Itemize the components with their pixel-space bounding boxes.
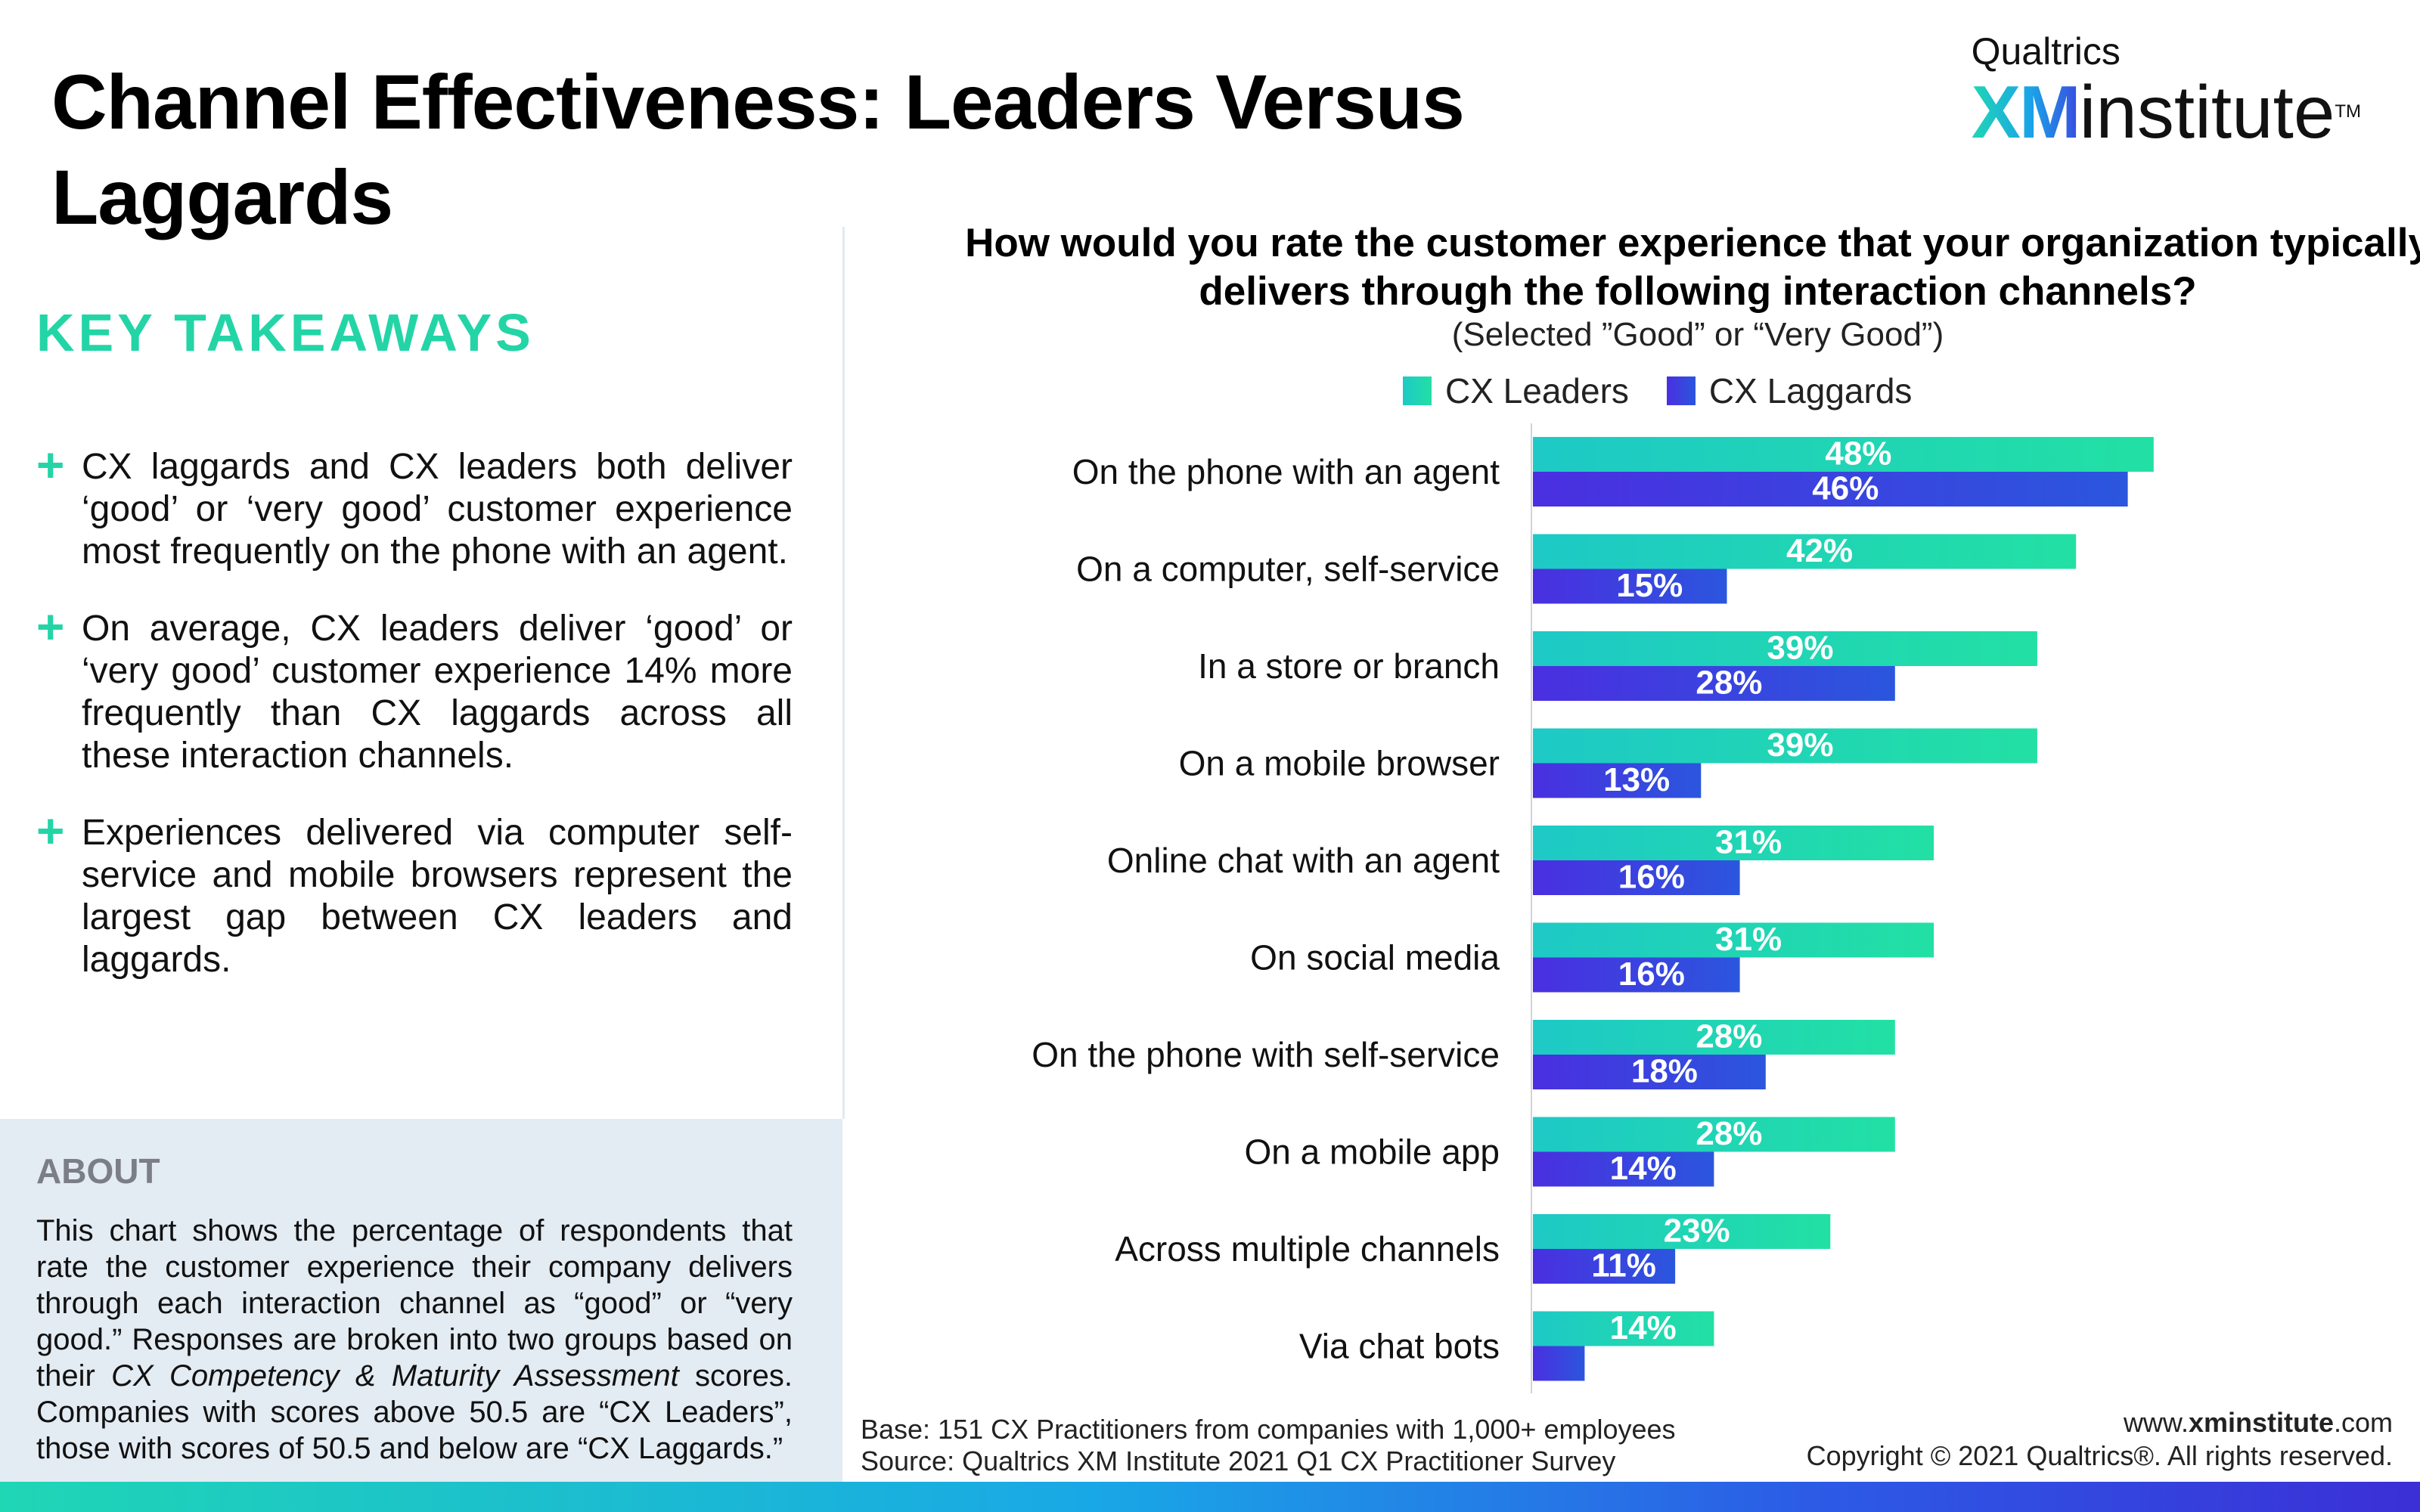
chart-legend: CX Leaders CX Laggards: [1403, 370, 1950, 411]
data-label-leaders: 31%: [1715, 824, 1782, 861]
data-label-laggards: 14%: [1610, 1150, 1677, 1187]
data-label-leaders: 23%: [1664, 1213, 1730, 1250]
legend-swatch-laggards: [1666, 376, 1696, 405]
data-label-leaders: 14%: [1610, 1309, 1677, 1346]
bottom-gradient-bar: [0, 1482, 2420, 1512]
about-panel: ABOUT This chart shows the percentage of…: [0, 1119, 842, 1482]
category-label: Across multiple channels: [1115, 1229, 1500, 1269]
bar-leaders: [1533, 1020, 1895, 1055]
footer-source: Source: Qualtrics XM Institute 2021 Q1 C…: [861, 1445, 1616, 1476]
bar-leaders: [1533, 728, 2037, 764]
bar-leaders: [1533, 437, 2154, 472]
about-text: This chart shows the percentage of respo…: [36, 1213, 793, 1467]
category-label: Via chat bots: [1299, 1327, 1500, 1366]
bar-laggards: [1533, 860, 1740, 895]
logo-institute-text: institute: [2079, 70, 2335, 153]
bar-laggards: [1533, 1346, 1585, 1381]
logo-qualtrics-text: Qualtrics: [1971, 30, 2121, 73]
chart-subtitle: (Selected ”Good” or “Very Good”): [1451, 316, 1944, 353]
takeaway-item: + Experiences delivered via computer sel…: [36, 804, 793, 981]
website-name: xminstitute: [2188, 1407, 2334, 1438]
bar-laggards: [1533, 1249, 1676, 1284]
legend-label-laggards: CX Laggards: [1708, 371, 1913, 411]
bar-laggards: [1533, 1055, 1766, 1089]
data-label-leaders: 42%: [1786, 532, 1853, 569]
data-label-laggards: 11%: [1591, 1247, 1656, 1284]
category-label: In a store or branch: [1198, 646, 1500, 686]
legend-swatch-leaders: [1403, 376, 1432, 405]
bar-leaders: [1533, 534, 2077, 569]
footer-base: Base: 151 CX Practitioners from companie…: [861, 1414, 1676, 1445]
legend-item-leaders: CX Leaders: [1403, 370, 1629, 411]
takeaways-list: + CX laggards and CX leaders both delive…: [36, 438, 793, 1016]
data-label-laggards: 13%: [1603, 761, 1670, 798]
plus-icon: +: [36, 438, 65, 492]
bar-leaders: [1533, 1214, 1831, 1249]
page-title: Channel Effectiveness: Leaders Versus La…: [51, 59, 1465, 240]
data-label-leaders: 31%: [1715, 921, 1782, 958]
category-label: Online chat with an agent: [1107, 841, 1500, 880]
category-label: On the phone with an agent: [1072, 452, 1500, 491]
data-label-laggards: 46%: [1812, 470, 1879, 507]
bar-leaders: [1533, 1117, 1895, 1152]
takeaway-text: Experiences delivered via computer self-…: [82, 813, 793, 980]
data-label-laggards: 16%: [1618, 956, 1685, 993]
category-label: On social media: [1250, 938, 1500, 978]
footer-credits: www.xminstitute.com Copyright © 2021 Qua…: [1807, 1406, 2393, 1473]
footer-notes: Base: 151 CX Practitioners from companie…: [861, 1414, 1676, 1477]
bar-laggards: [1533, 957, 1740, 993]
bar-leaders: [1533, 922, 1934, 958]
data-label-leaders: 28%: [1696, 1115, 1762, 1152]
logo-tm-mark: TM: [2335, 101, 2361, 122]
bar-laggards: [1533, 763, 1702, 798]
bar-leaders: [1533, 631, 2037, 666]
bar-leaders: [1533, 1311, 1714, 1346]
data-label-laggards: 18%: [1631, 1053, 1698, 1090]
takeaway-item: + On average, CX leaders deliver ‘good’ …: [36, 600, 793, 777]
about-text-italic: CX Competency & Maturity Assessment: [111, 1359, 679, 1393]
bar-laggards: [1533, 569, 1727, 604]
data-label-leaders: 39%: [1767, 727, 1833, 764]
bar-chart: On the phone with an agent 48%46% On a com…: [1032, 423, 2154, 1393]
bar-laggards: [1533, 1151, 1714, 1187]
plus-icon: +: [36, 600, 65, 654]
bar-laggards: [1533, 666, 1895, 701]
takeaway-item: + CX laggards and CX leaders both delive…: [36, 438, 793, 573]
logo-wordmark: XMinstituteTM: [1972, 74, 2361, 150]
logo-xm-text: XM: [1971, 70, 2081, 153]
data-label-laggards: 15%: [1616, 567, 1683, 604]
bar-leaders: [1533, 826, 1934, 860]
bar-laggards: [1533, 472, 2128, 507]
footer-website[interactable]: www.xminstitute.com: [1807, 1406, 2393, 1439]
key-takeaways-heading: KEY TAKEAWAYS: [36, 303, 535, 362]
vertical-divider: [842, 227, 845, 1119]
legend-item-laggards: CX Laggards: [1666, 370, 1913, 411]
data-label-laggards: 28%: [1696, 665, 1762, 702]
category-label: On a mobile browser: [1179, 744, 1500, 783]
category-label: On the phone with self-service: [1032, 1035, 1500, 1074]
data-label-leaders: 28%: [1696, 1018, 1762, 1055]
about-text-part-1: This chart shows the percentage of respo…: [36, 1214, 793, 1393]
website-suffix: .com: [2333, 1407, 2393, 1438]
website-prefix: www.: [2123, 1407, 2189, 1438]
data-label-laggards: 16%: [1618, 859, 1685, 896]
qualtrics-xm-institute-logo: Qualtrics XMinstituteTM: [1972, 30, 2361, 150]
data-label-leaders: 39%: [1767, 630, 1833, 667]
takeaway-text: On average, CX leaders deliver ‘good’ or…: [82, 609, 793, 776]
data-label-leaders: 48%: [1825, 435, 1891, 472]
chart-title: How would you rate the customer experien…: [965, 221, 2420, 314]
about-text-part-2: scores. Companies with scores above 50.5…: [36, 1359, 793, 1465]
takeaway-text: CX laggards and CX leaders both deliver …: [82, 447, 793, 572]
legend-label-leaders: CX Leaders: [1445, 371, 1629, 411]
category-label: On a mobile app: [1244, 1132, 1500, 1172]
footer-copyright: Copyright © 2021 Qualtrics®. All rights …: [1806, 1440, 2393, 1471]
category-label: On a computer, self-service: [1076, 550, 1500, 589]
plus-icon: +: [36, 804, 65, 858]
about-heading: ABOUT: [36, 1151, 160, 1191]
